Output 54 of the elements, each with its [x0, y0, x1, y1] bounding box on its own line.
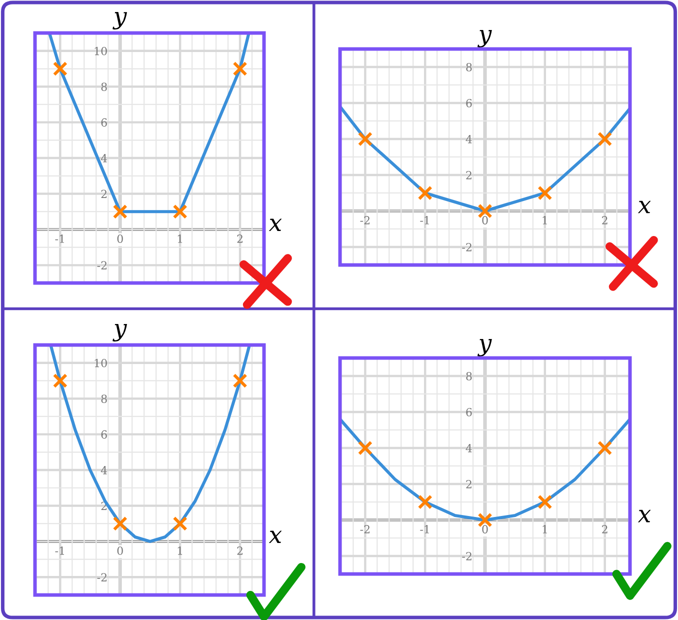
y-tick-label: 4: [100, 466, 108, 474]
point: [358, 132, 373, 146]
x-tick-label: 2: [602, 216, 608, 224]
x-tick-label: -2: [360, 216, 370, 224]
y-tick-label: 6: [101, 118, 107, 127]
y-tick-label: -2: [97, 573, 107, 582]
point: [418, 494, 432, 510]
x-tick-label: 0: [482, 216, 488, 224]
x-tick-label: 2: [237, 234, 242, 243]
y-tick-label: 4: [466, 444, 472, 452]
x-tick-label: 1: [178, 234, 182, 243]
y-tick-label: 2: [466, 480, 472, 488]
y-tick-label: 6: [101, 430, 107, 439]
x-tick-label: -1: [55, 546, 64, 555]
y-tick-label: -2: [462, 242, 472, 252]
point: [597, 132, 612, 146]
y-tick-label: 2: [466, 170, 472, 180]
x-tick-label: 0: [117, 234, 123, 243]
y-tick-label: 10: [94, 46, 107, 56]
x-axis-title: x: [638, 200, 651, 214]
y-tick-label: 4: [466, 134, 472, 144]
x-tick-label: 1: [542, 525, 547, 534]
point: [538, 186, 552, 200]
y-axis-title: y: [112, 12, 128, 30]
y-tick-label: 4: [100, 154, 108, 162]
point: [597, 440, 612, 456]
x-tick-label: 0: [117, 546, 123, 555]
y-tick-label: 8: [101, 82, 107, 91]
y-tick-label: 6: [466, 408, 472, 416]
x-tick-label: 1: [178, 546, 182, 555]
x-tick-label: -1: [420, 525, 429, 534]
point: [538, 494, 552, 510]
x-axis-title: x: [268, 530, 282, 543]
y-tick-label: 8: [101, 394, 107, 403]
x-axis-title: x: [268, 218, 282, 231]
y-tick-label: -2: [97, 261, 107, 270]
x-tick-label: -1: [420, 216, 429, 224]
y-tick-label: 8: [466, 372, 472, 380]
y-axis-title: y: [477, 30, 492, 48]
y-axis-title: y: [112, 324, 128, 342]
y-tick-label: 10: [94, 358, 107, 368]
x-tick-label: 1: [542, 216, 547, 224]
y-tick-label: 2: [101, 190, 107, 198]
y-tick-label: 8: [466, 62, 472, 72]
x-tick-label: -2: [360, 525, 370, 534]
point: [358, 440, 373, 456]
x-tick-label: 2: [237, 546, 242, 555]
y-tick-label: 6: [466, 98, 472, 108]
y-axis-title: y: [477, 338, 492, 356]
x-axis-title: x: [638, 510, 651, 522]
x-tick-label: 2: [602, 525, 608, 534]
x-tick-label: -1: [55, 234, 64, 243]
point: [418, 186, 432, 200]
x-tick-label: 0: [482, 525, 488, 534]
